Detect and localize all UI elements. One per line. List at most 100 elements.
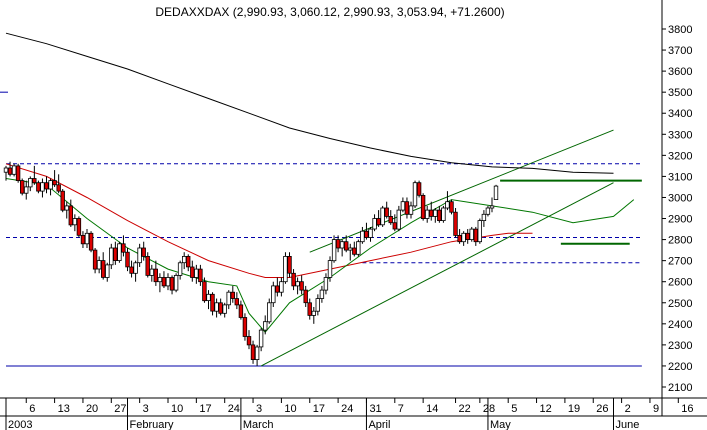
candle-up — [117, 243, 122, 262]
x-tick-label: 10 — [284, 403, 296, 415]
candle-down — [287, 255, 292, 274]
candle-down — [88, 232, 94, 251]
candle-down — [56, 184, 61, 192]
candle-down — [19, 180, 25, 194]
x-tick-label: 3 — [256, 403, 262, 415]
candle-down — [303, 289, 308, 304]
x-tick-label: 14 — [426, 403, 438, 415]
x-tick-label: 27 — [114, 403, 126, 415]
candle-up — [327, 260, 333, 278]
candle-up — [84, 232, 90, 245]
candle-down — [234, 298, 239, 306]
candle-up — [424, 209, 430, 219]
ma-long-line — [5, 32, 614, 174]
candle-down — [80, 234, 86, 245]
candle-down — [364, 230, 369, 238]
x-tick-label: 12 — [540, 403, 552, 415]
candle-down — [113, 247, 118, 262]
candle-up — [194, 268, 199, 278]
x-tick-label: 5 — [511, 403, 517, 415]
candle-up — [315, 298, 320, 312]
candle-up — [11, 165, 17, 175]
candle-up — [64, 205, 69, 211]
candle-down — [145, 255, 150, 276]
ma-short-line — [5, 178, 635, 333]
x-tick-label: 17 — [313, 403, 325, 415]
y-tick-label: 2300 — [668, 340, 692, 352]
candle-down — [457, 234, 462, 243]
candle-up — [109, 247, 114, 266]
candle-up — [137, 247, 142, 264]
candle-down — [343, 241, 349, 251]
candle-down — [7, 167, 13, 175]
candle-down — [437, 209, 442, 222]
x-tick-label: 31 — [369, 403, 381, 415]
candle-up — [157, 277, 163, 283]
candle-down — [230, 291, 235, 299]
candle-up — [469, 228, 474, 241]
candle-up — [48, 180, 53, 190]
y-tick-label: 3500 — [668, 87, 692, 99]
candle-up — [3, 167, 9, 173]
candle-up — [433, 209, 438, 217]
candle-down — [129, 266, 134, 274]
candle-up — [412, 182, 418, 207]
candle-up — [283, 255, 288, 283]
candle-down — [121, 243, 126, 253]
candle-up — [477, 220, 482, 243]
month-label: May — [490, 419, 511, 430]
candles — [3, 161, 499, 366]
candle-up — [311, 310, 316, 316]
x-tick-label: 16 — [681, 403, 693, 415]
y-tick-label: 2500 — [668, 298, 692, 310]
candle-down — [198, 268, 203, 283]
candle-down — [218, 302, 223, 314]
y-tick-label: 2600 — [668, 277, 692, 289]
candle-up — [481, 213, 487, 222]
candle-down — [210, 293, 215, 312]
y-tick-label: 2900 — [668, 214, 692, 226]
candle-down — [246, 336, 252, 346]
candle-up — [133, 262, 138, 274]
month-label: April — [368, 419, 390, 430]
candle-down — [384, 207, 389, 217]
candle-down — [92, 249, 98, 270]
y-tick-label: 3600 — [668, 66, 692, 78]
y-tick-label: 2100 — [668, 382, 692, 394]
candle-down — [307, 302, 312, 316]
candle-down — [420, 194, 426, 219]
x-tick-label: 2 — [625, 403, 631, 415]
y-tick-label: 2700 — [668, 256, 692, 268]
month-label: March — [243, 419, 274, 430]
candle-up — [271, 285, 276, 304]
y-tick-label: 2400 — [668, 319, 692, 331]
candle-up — [40, 182, 45, 192]
candle-up — [461, 232, 466, 243]
y-tick-label: 3400 — [668, 108, 692, 120]
candle-up — [339, 241, 345, 249]
axes — [0, 0, 707, 417]
candle-up — [347, 247, 353, 251]
candle-up — [181, 255, 187, 264]
candle-down — [185, 255, 191, 268]
x-axis-ticks: 6 13 20 27 3 10 17 24 3 10 17 24 31 7 14 22 28 5 12 19 26 2 9 1… — [5, 398, 694, 430]
x-tick-label: 19 — [568, 403, 580, 415]
x-tick-label: 28 — [483, 403, 495, 415]
month-label: June — [616, 419, 640, 430]
x-tick-label: 13 — [58, 403, 70, 415]
candle-up — [206, 293, 211, 301]
candle-up — [72, 218, 77, 226]
candle-up — [323, 277, 329, 291]
candle-up — [96, 260, 102, 270]
month-label: February — [130, 419, 175, 430]
candle-down — [36, 182, 41, 192]
candle-down — [291, 272, 296, 287]
candle-down — [52, 180, 57, 186]
candle-up — [380, 207, 385, 226]
candle-down — [376, 218, 381, 226]
moving-averages — [5, 32, 635, 333]
y-tick-label: 3300 — [668, 129, 692, 141]
x-tick-label: 17 — [199, 403, 211, 415]
x-tick-label: 26 — [596, 403, 608, 415]
